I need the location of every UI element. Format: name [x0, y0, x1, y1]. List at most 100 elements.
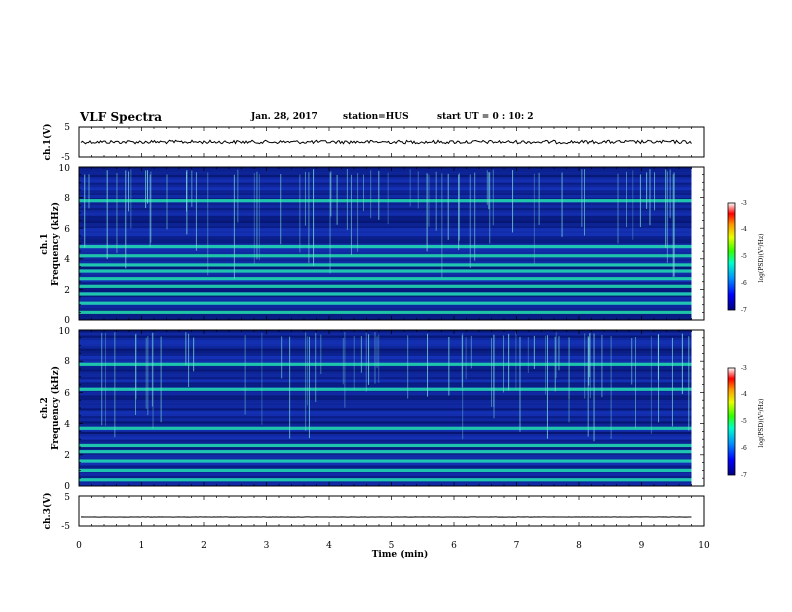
spectrogram-noise-row — [79, 212, 692, 216]
spectrogram-noise-row — [79, 418, 692, 422]
spectrogram-band — [79, 426, 692, 430]
time-tick-label: 4 — [326, 541, 332, 551]
spectrogram-sferic — [488, 172, 490, 210]
spectrogram-sferic — [441, 173, 443, 278]
ch3-ytick-bottom: -5 — [61, 522, 70, 532]
spectrogram-sferic — [258, 174, 260, 261]
spectrogram-sferic — [233, 174, 235, 279]
spectrogram-band — [79, 459, 692, 463]
spectrogram-sferic — [147, 170, 149, 204]
spectrogram-sferic — [447, 173, 449, 240]
spectrogram-sferic — [289, 336, 291, 439]
spectrogram-sferic — [363, 174, 365, 212]
spectrogram-sferic — [666, 171, 668, 263]
ch1-cb-tick-4: -4 — [741, 226, 747, 233]
ch1-cb-tick-5: -5 — [741, 253, 747, 260]
spectrogram-sferic — [365, 332, 367, 392]
spectrogram-noise-row — [79, 441, 692, 445]
spectrogram-sferic — [672, 174, 674, 278]
ch1-ytick-bottom: -5 — [61, 153, 70, 163]
time-tick-label: 5 — [389, 541, 395, 551]
spectrogram-noise-row — [79, 256, 692, 260]
spectrogram-sferic — [149, 174, 151, 247]
spectrogram-sferic — [427, 333, 429, 397]
time-axis-title: Time (min) — [372, 549, 429, 560]
spectrogram-sferic — [305, 332, 307, 431]
spectrogram-sferic — [101, 332, 103, 426]
spectrogram-sferic — [357, 173, 359, 252]
spectrogram-noise-row — [79, 182, 692, 186]
spectrogram-noise-row — [79, 384, 692, 388]
spectrogram-noise-row — [79, 184, 692, 188]
spectrogram-sferic — [407, 335, 409, 399]
spectrogram-sferic — [625, 171, 627, 228]
ch1-ytick-2: 2 — [64, 286, 70, 296]
spectrogram-sferic — [673, 172, 675, 277]
spectrogram-sferic — [469, 174, 471, 269]
spectrogram-sferic — [350, 174, 352, 256]
spectrogram-sferic — [554, 336, 556, 392]
spectrogram-sferic — [658, 334, 660, 423]
spectrogram-noise-row — [79, 235, 692, 239]
ch1-colorbar: -3 -4 -5 -6 -7 log(PSD)(V²/Hz) — [727, 200, 765, 314]
spectrogram-noise-row — [79, 294, 692, 298]
spectrogram-noise-row — [79, 400, 692, 404]
spectrogram-noise-row — [79, 421, 692, 424]
ch2-colorbar-label: log(PSD)(V²/Hz) — [758, 399, 765, 448]
ch2-spectrogram-image — [79, 330, 704, 487]
spectrogram-sferic — [188, 333, 190, 387]
spectrogram-sferic — [116, 173, 118, 254]
spectrogram-sferic — [470, 335, 472, 369]
spectrogram-sferic — [435, 171, 437, 231]
spectrogram-noise-row — [79, 428, 692, 432]
spectrogram-sferic — [244, 335, 246, 415]
ch1-ylabel-channel: ch.1 — [40, 233, 50, 254]
spectrogram-sferic — [185, 332, 187, 366]
spectrogram-noise-row — [79, 174, 692, 178]
spectrogram-band — [79, 443, 692, 448]
spectrogram-sferic — [313, 169, 315, 266]
spectrogram-noise-row — [79, 243, 692, 247]
axis-ticks — [78, 127, 705, 526]
ch1-ytick-10: 10 — [59, 164, 71, 174]
spectrogram-sferic — [492, 169, 494, 226]
ch1-ylabel-frequency: Frequency (kHz) — [50, 202, 61, 286]
spectrogram-noise-row — [79, 202, 692, 206]
spectrogram-sferic — [261, 332, 263, 425]
spectrogram-noise-row — [79, 408, 692, 411]
spectrogram-band — [79, 310, 692, 314]
spectrogram-sferic — [207, 172, 209, 276]
spectrogram-noise-row — [79, 220, 692, 224]
ch2-ytick-2: 2 — [64, 451, 70, 461]
spectrogram-sferic — [491, 337, 493, 407]
ch1-ytick-0: 0 — [64, 316, 70, 326]
spectrogram-noise-row — [79, 207, 692, 211]
spectrogram-noise-row — [79, 371, 692, 375]
spectrogram-sferic — [166, 174, 168, 230]
spectrogram-sferic — [299, 174, 301, 253]
spectrogram-noise-row — [79, 240, 692, 244]
time-tick-label: 7 — [514, 541, 520, 551]
spectrogram-noise-row — [79, 397, 692, 401]
spectrogram-sferic — [378, 170, 380, 220]
spectrogram-noise-row — [79, 462, 692, 466]
ch3-waveform-frame — [78, 495, 705, 527]
spectrogram-noise-row — [79, 356, 692, 359]
spectrogram-noise-row — [79, 192, 692, 196]
spectrogram-sferic — [344, 332, 346, 408]
spectrogram-sferic — [280, 173, 282, 245]
ch2-ylabel-channel: ch.2 — [40, 397, 50, 418]
spectrogram-noise-row — [79, 251, 692, 254]
spectrogram-sferic — [545, 335, 547, 395]
spectrogram-band — [79, 199, 692, 203]
spectrogram-sferic — [336, 174, 338, 225]
spectrogram-noise-row — [79, 374, 692, 378]
spectrogram-sferic — [669, 169, 671, 218]
ch2-cb-tick-5: -5 — [741, 418, 747, 425]
ch2-ytick-8: 8 — [64, 357, 70, 367]
spectrogram-sferic — [489, 172, 491, 244]
spectrogram-noise-row — [79, 382, 692, 385]
spectrogram-noise-row — [79, 187, 692, 191]
